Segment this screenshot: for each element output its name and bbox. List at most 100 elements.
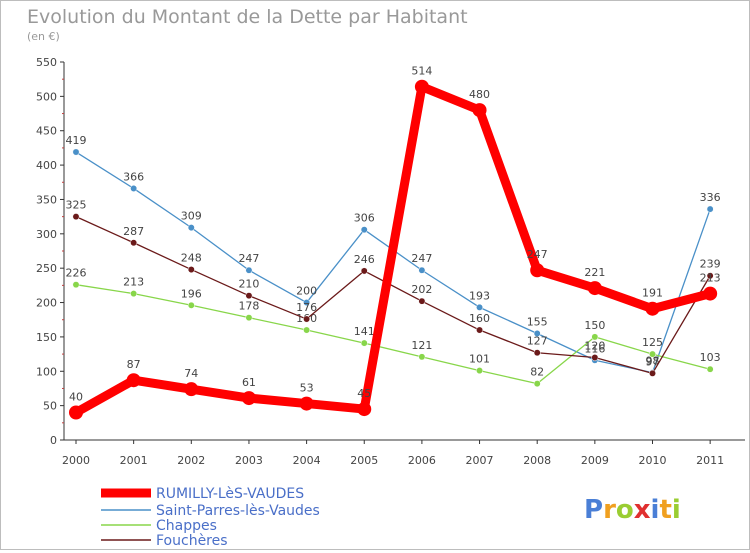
data-point: [706, 205, 714, 213]
data-label: 196: [181, 287, 202, 300]
data-label: 366: [123, 170, 144, 183]
y-tick-label: 450: [36, 125, 57, 138]
data-point: [303, 326, 311, 334]
data-point: [706, 365, 714, 373]
data-label: 53: [300, 382, 314, 395]
data-point: [72, 213, 80, 221]
data-point: [303, 315, 311, 323]
data-point: [360, 267, 368, 275]
data-label: 226: [66, 267, 87, 280]
data-point: [72, 281, 80, 289]
data-label: 155: [527, 315, 548, 328]
data-label: 141: [354, 325, 375, 338]
axes: 0 50 100 150 200 250 300 350 400 450 500 550 2000 200…: [36, 56, 745, 467]
data-point: [533, 380, 541, 388]
data-point: [303, 299, 311, 306]
data-point: [649, 350, 656, 358]
data-label: 213: [123, 276, 144, 289]
data-point: [587, 281, 602, 296]
logo-letter: P: [584, 495, 603, 525]
data-label: 120: [584, 340, 605, 353]
data-label: 247: [527, 248, 548, 261]
data-point: [245, 292, 253, 300]
data-point: [645, 301, 660, 316]
series-3: 325 287 248 210 176 246 202 160 127 120 97 239: [66, 199, 721, 377]
data-label: 480: [469, 88, 490, 101]
x-tick-label: 2008: [523, 454, 551, 467]
series-2: 226 213 196 178 160 141 121 101 82 150 125 103: [66, 267, 721, 388]
series-layer: 419 366 309 247 200 306 247 193 155 116 98 336 226 21…: [66, 65, 721, 420]
data-label: 246: [354, 253, 375, 266]
data-point: [418, 266, 426, 274]
data-label: 125: [642, 336, 663, 349]
x-tick-label: 2007: [466, 454, 494, 467]
logo-letter: t: [659, 495, 671, 525]
logo-letter: i: [651, 495, 660, 525]
data-point: [533, 349, 541, 357]
data-point: [418, 353, 426, 361]
data-label: 193: [469, 289, 490, 302]
y-tick-label: 100: [36, 365, 57, 378]
y-tick-label: 400: [36, 159, 57, 172]
chart-subtitle: (en €): [27, 30, 60, 43]
x-tick-label: 2011: [696, 454, 724, 467]
data-label: 101: [469, 353, 490, 366]
series-0: 40 87 74 61 53 45 514 480 247 221 191 213: [69, 65, 721, 420]
data-point: [533, 330, 541, 337]
chart-title: Evolution du Montant de la Dette par Hab…: [27, 6, 468, 28]
series-line: [75, 284, 711, 385]
data-point: [591, 333, 599, 341]
data-label: 202: [411, 283, 432, 296]
data-point: [245, 314, 253, 322]
data-label: 45: [357, 387, 371, 400]
y-tick-label: 250: [36, 262, 57, 275]
data-label: 121: [411, 339, 432, 352]
data-point: [472, 103, 487, 118]
data-label: 247: [411, 252, 432, 265]
data-label: 248: [181, 252, 202, 265]
logo-letter: x: [634, 495, 651, 525]
legend-label: Fouchères: [156, 533, 228, 549]
data-label: 191: [642, 287, 663, 300]
data-point: [130, 290, 138, 298]
data-label: 127: [527, 335, 548, 348]
data-point: [187, 266, 195, 274]
data-point: [187, 301, 195, 309]
x-tick-label: 2002: [177, 454, 205, 467]
y-tick-label: 0: [50, 434, 57, 447]
x-tick-label: 2005: [350, 454, 378, 467]
y-tick-label: 200: [36, 297, 57, 310]
data-point: [703, 286, 718, 301]
logo-letter: i: [672, 495, 681, 525]
legend-label: Saint-Parres-lès-Vaudes: [156, 503, 320, 519]
data-point: [187, 224, 195, 232]
data-label: 98: [646, 355, 660, 368]
x-tick-label: 2004: [293, 454, 321, 467]
logo-letter: r: [603, 495, 616, 525]
data-point: [184, 382, 199, 397]
y-tick-label: 300: [36, 228, 57, 241]
data-point: [241, 391, 256, 406]
x-tick-label: 2003: [235, 454, 263, 467]
data-point: [418, 297, 426, 305]
data-point: [130, 239, 138, 247]
data-label: 116: [584, 342, 605, 355]
data-point: [357, 402, 372, 417]
data-label: 306: [354, 212, 375, 225]
data-label: 287: [123, 225, 144, 238]
data-point: [530, 263, 545, 278]
x-tick-label: 2010: [639, 454, 667, 467]
data-label: 221: [584, 266, 605, 279]
legend: RUMILLY-LèS-VAUDESSaint-Parres-lès-Vaude…: [101, 486, 320, 549]
data-label: 336: [700, 191, 721, 204]
data-label: 97: [646, 355, 660, 368]
series-line: [75, 215, 711, 374]
data-label: 40: [69, 391, 83, 404]
data-point: [591, 354, 599, 361]
x-tick-label: 2000: [62, 454, 90, 467]
y-tick-label: 550: [36, 56, 57, 69]
y-tick-label: 500: [36, 90, 57, 103]
data-label: 309: [181, 210, 202, 223]
